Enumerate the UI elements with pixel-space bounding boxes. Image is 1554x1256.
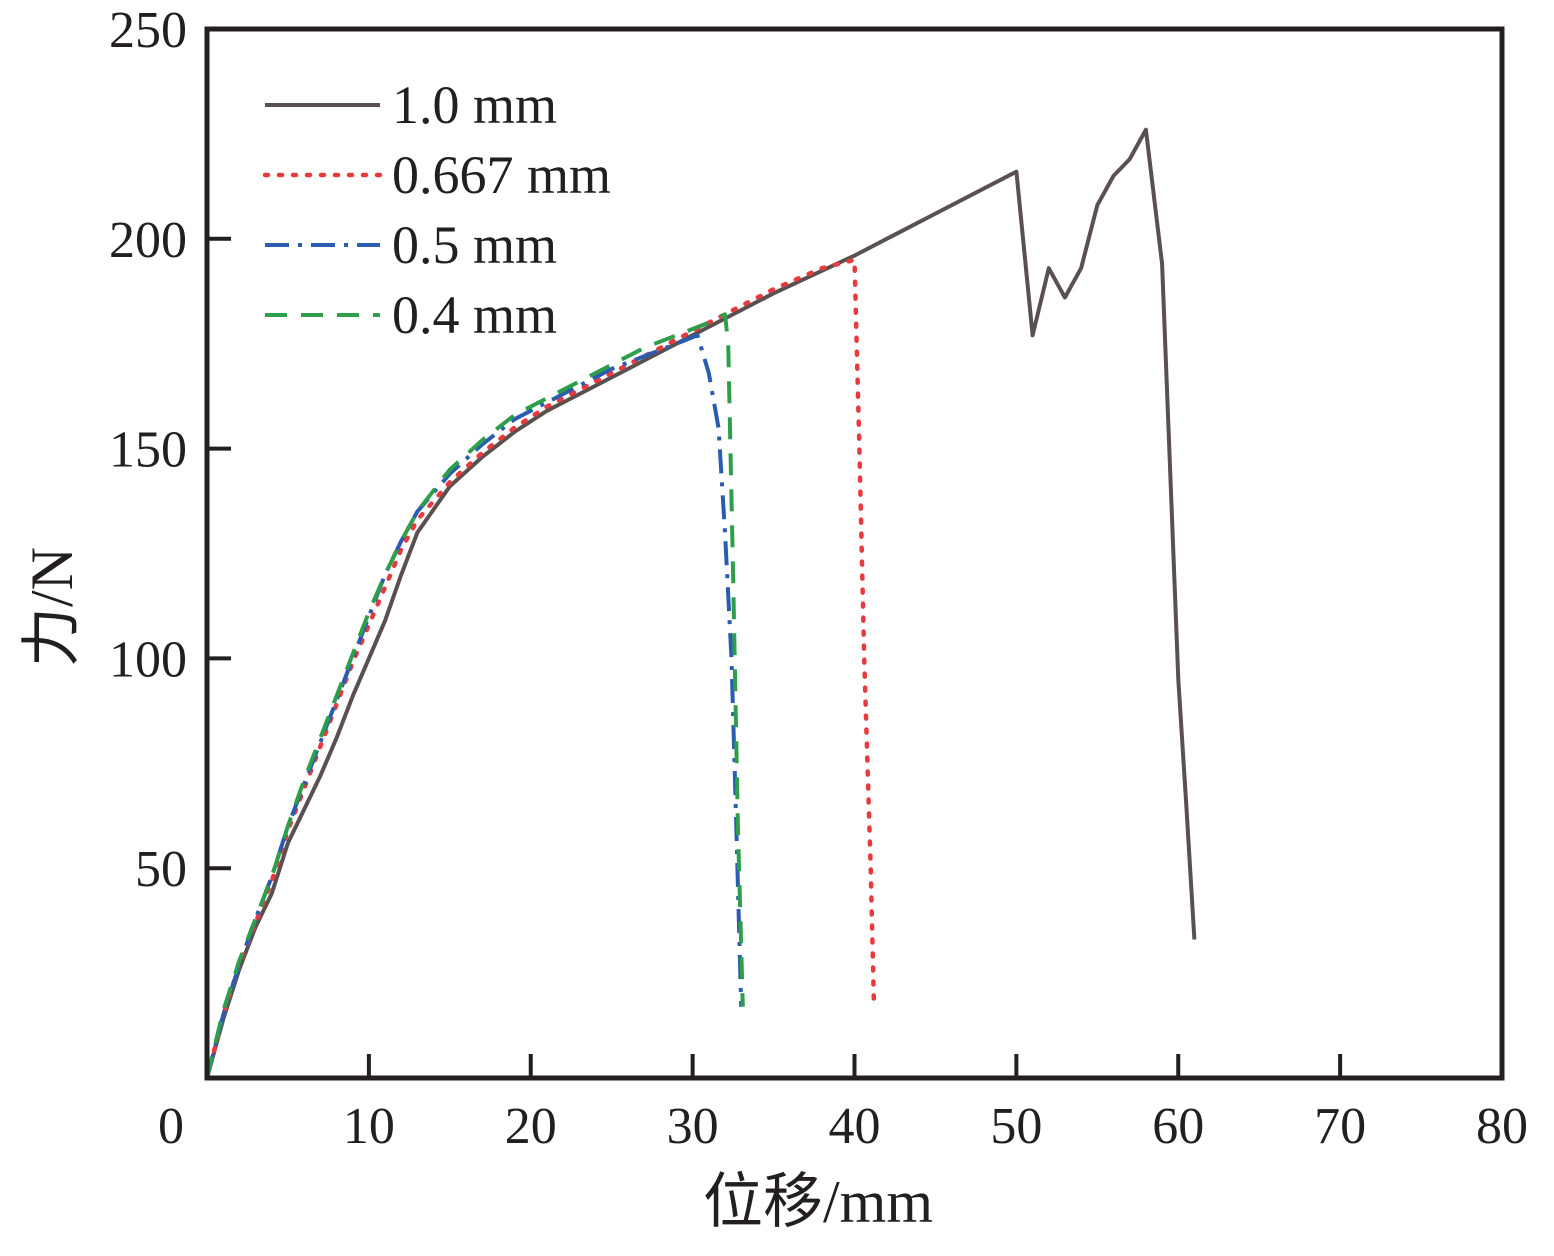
legend-label-4: 0.4 mm [392,285,557,345]
legend: 1.0 mm 0.667 mm 0.5 mm 0.4 mm [262,75,611,345]
x-tick-label: 80 [1476,1098,1528,1155]
y-tick-label: 250 [109,2,187,59]
legend-label-3: 0.5 mm [392,215,557,275]
x-tick-label: 40 [829,1098,881,1155]
series-line-4 [205,312,745,1079]
series-line-2 [204,257,877,1081]
y-tick-label: 200 [109,212,187,269]
x-tick-label: 0 [158,1098,184,1155]
legend-label-1: 1.0 mm [392,75,557,135]
series-line-3 [205,333,744,1079]
x-tick-label: 50 [990,1098,1042,1155]
x-tick-label: 70 [1314,1098,1366,1155]
legend-label-2: 0.667 mm [392,145,611,205]
series-layer [204,127,1197,1081]
x-axis-label: 位移/mm [703,1169,933,1235]
tick-labels: 0 10 20 30 40 50 60 70 80 50 100 150 200 250 [109,2,1528,1155]
y-tick-label: 150 [109,422,187,479]
y-tick-label: 100 [109,631,187,688]
axes-layer [204,26,1505,1081]
x-tick-label: 20 [505,1098,557,1155]
x-tick-label: 10 [343,1098,395,1155]
y-axis-label: 力/N [19,547,85,667]
x-tick-label: 60 [1152,1098,1204,1155]
series-line-1 [205,127,1197,1079]
y-tick-label: 50 [135,841,187,898]
x-tick-label: 30 [667,1098,719,1155]
